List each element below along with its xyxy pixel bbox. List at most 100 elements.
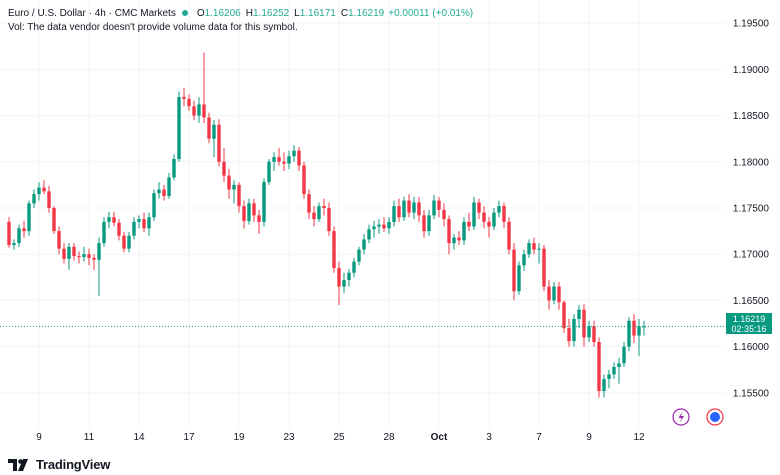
candle-body [52,207,56,232]
candle-body [572,318,576,342]
candle-body [592,326,596,343]
candle-body [627,320,631,347]
candle-body [247,203,251,221]
candle-body [352,261,356,273]
candle-body [27,203,31,232]
high-label: H [245,8,253,19]
candle-body [517,265,521,292]
candle-body [7,221,11,245]
x-tick-label: 25 [333,432,345,443]
open-label: O [196,8,205,19]
low-label: L [294,8,300,19]
candle-body [167,177,171,196]
candle-body [552,286,556,301]
candle-body [72,246,76,257]
candle-body [557,286,561,303]
candle-body [492,212,496,227]
y-axis: 1.19500 1.19000 1.18500 1.18000 1.17500 1.170… [733,19,770,400]
candle-body [477,202,481,213]
candle-body [442,209,446,220]
candle-body [92,257,96,260]
candle-body [62,248,66,259]
candle-body [102,221,106,244]
candle-body [497,206,501,213]
last-price-value: 1.16219 [732,314,766,324]
candle-body [227,175,231,190]
candle-body [142,219,146,229]
brand-name: TradingView [36,457,111,472]
candle-body [622,346,626,364]
y-tick-label: 1.17000 [733,250,770,261]
candle-body [262,182,266,222]
candle-body [377,224,381,227]
candle-body [432,200,436,216]
y-tick-label: 1.16500 [733,296,770,307]
candle-body [302,165,306,195]
candle-body [387,221,391,229]
candle-body [522,254,526,266]
candle-body [42,187,46,192]
y-tick-label: 1.19500 [733,19,770,30]
x-tick-label: 3 [486,432,492,443]
candle-body [267,161,271,183]
y-tick-label: 1.17500 [733,203,770,214]
candle-body [157,189,161,194]
candle-body [202,104,206,118]
candle-body [292,150,296,157]
x-tick-label: 9 [586,432,592,443]
candle-body [172,158,176,178]
candle-body [402,200,406,218]
candle-body [112,217,116,223]
candle-body [212,124,216,139]
x-tick-label: 23 [283,432,295,443]
candle-body [537,248,541,250]
candle-body [217,124,221,162]
candle-body [137,219,141,222]
candle-body [237,184,241,207]
candle-body [577,309,581,319]
candle-body [587,326,591,338]
candle-body [422,215,426,232]
legend-ohlc-row: Euro / U.S. Dollar · 4h · CMC Markets O1.… [8,7,473,21]
candle-body [307,194,311,213]
candle-body [367,229,371,240]
candle-body [372,226,376,230]
candle-body [327,207,331,232]
x-tick-label: 28 [383,432,395,443]
candle-body [567,328,571,342]
candle-body [17,228,21,244]
candle-body [12,243,16,245]
candle-body [277,157,281,162]
x-tick-label: 9 [36,432,42,443]
globe-icon [710,412,720,422]
candles [7,52,646,398]
candle-body [532,243,536,250]
x-axis: 9 11 14 17 19 23 25 28 Oct 3 7 9 12 [36,432,645,443]
open-value: 1.16206 [204,8,241,19]
x-tick-label: 11 [84,432,95,443]
x-tick-label: 19 [233,432,245,443]
candle-body [487,221,491,227]
change-value: +0.00011 (+0.01%) [388,8,474,19]
candle-body [337,268,341,287]
candle-body [252,203,256,216]
candle-body [607,374,611,380]
candle-body [382,224,386,229]
candle-body [107,217,111,222]
market-status-dot [181,10,188,17]
candle-body [462,221,466,241]
candle-body [32,194,36,204]
symbol-title[interactable]: Euro / U.S. Dollar · 4h · CMC Markets [8,8,176,19]
candle-body [482,212,486,222]
candle-body [97,243,101,260]
tradingview-logo-icon [8,458,28,471]
y-tick-label: 1.18000 [733,157,770,168]
lightning-icon [678,411,684,423]
candle-body [207,117,211,139]
brand-logo[interactable]: TradingView [8,457,110,472]
candle-body [57,231,61,249]
candle-body [502,206,506,222]
candle-body [127,235,131,249]
candle-body [82,254,86,257]
